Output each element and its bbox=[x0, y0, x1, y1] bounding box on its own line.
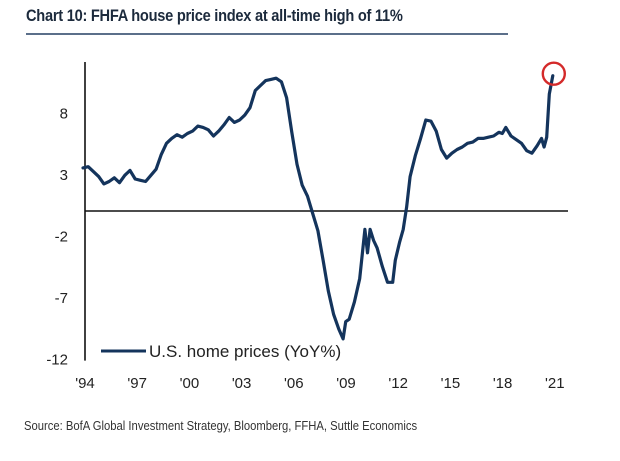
x-tick-label: '06 bbox=[284, 375, 304, 392]
peak-annotation-circle bbox=[541, 61, 566, 86]
source-note: Source: BofA Global Investment Strategy,… bbox=[24, 419, 418, 433]
series-line-us-home-prices bbox=[81, 74, 555, 341]
chart-title: Chart 10: FHFA house price index at all-… bbox=[26, 6, 403, 25]
y-tick-labels: 8 3 -2 -7 -12 bbox=[46, 106, 68, 369]
x-tick-label: '00 bbox=[180, 375, 200, 392]
axes bbox=[84, 62, 568, 361]
x-tick-labels: '94 '97 '00 '03 '06 '09 '12 '15 '18 '21 bbox=[75, 375, 564, 392]
x-tick-label: '97 bbox=[127, 375, 147, 392]
x-tick-label: '12 bbox=[388, 375, 408, 392]
y-tick-label: 3 bbox=[60, 167, 68, 184]
title-underline bbox=[26, 33, 508, 35]
x-tick-label: '15 bbox=[441, 375, 461, 392]
y-tick-label: -7 bbox=[55, 290, 68, 307]
y-tick-label: -2 bbox=[55, 229, 68, 246]
x-tick-label: '18 bbox=[493, 375, 513, 392]
x-tick-label: '09 bbox=[336, 375, 356, 392]
x-tick-label: '21 bbox=[545, 375, 565, 392]
legend-label: U.S. home prices (YoY%) bbox=[149, 342, 341, 361]
legend: U.S. home prices (YoY%) bbox=[101, 342, 341, 361]
x-tick-label: '03 bbox=[232, 375, 252, 392]
y-tick-label: -12 bbox=[46, 352, 68, 369]
series-points bbox=[82, 75, 553, 339]
y-tick-label: 8 bbox=[60, 106, 68, 123]
x-tick-label: '94 bbox=[75, 375, 95, 392]
